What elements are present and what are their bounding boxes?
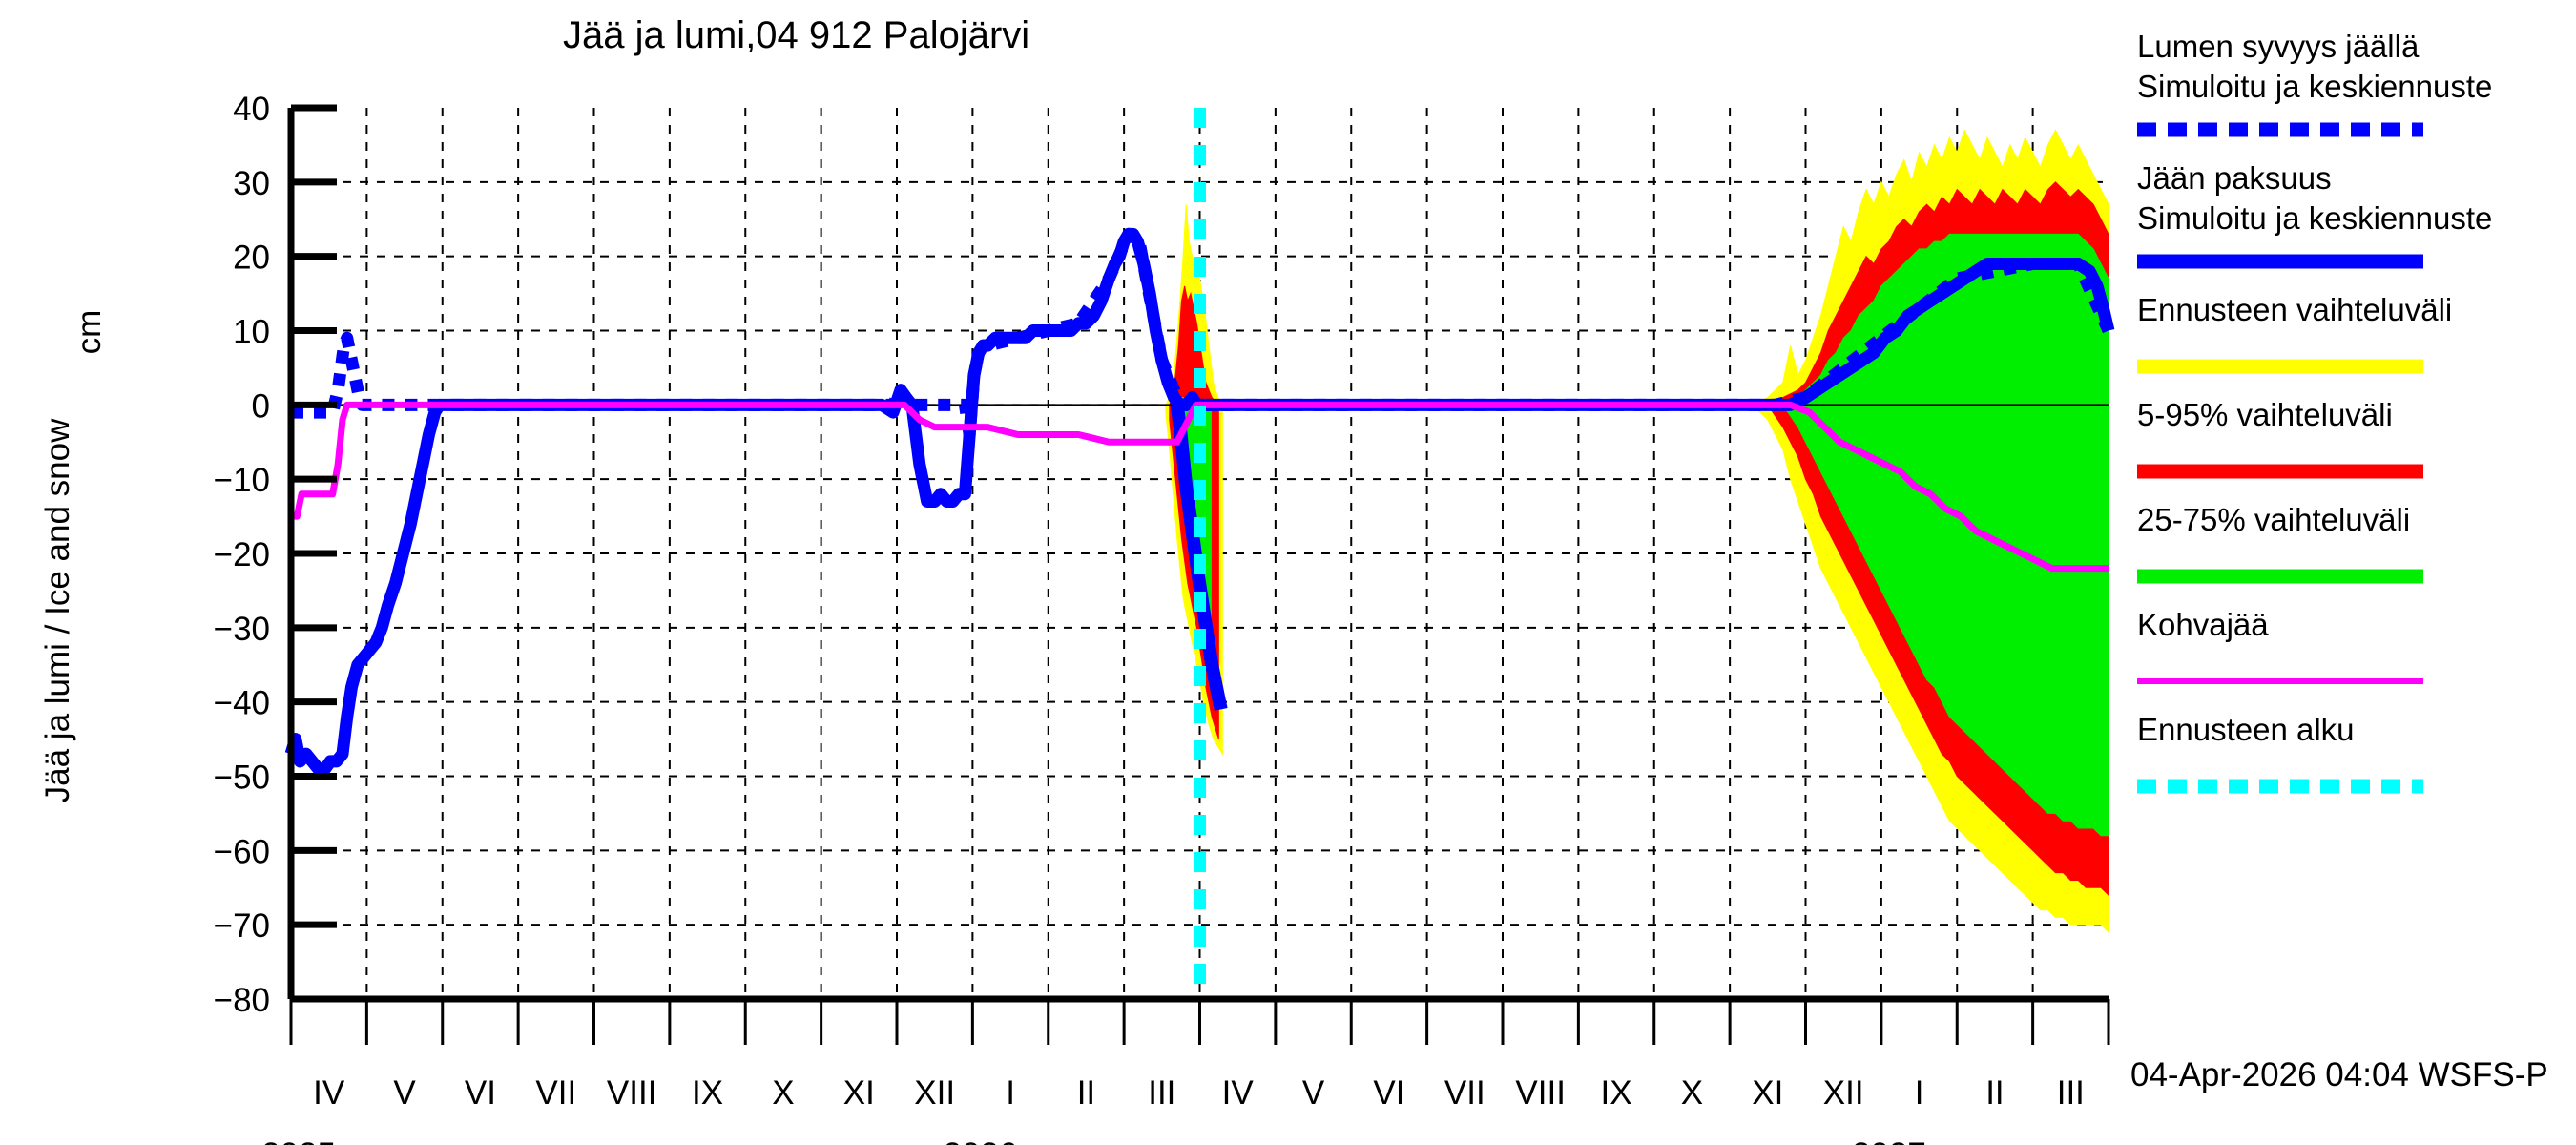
svg-text:−40: −40 xyxy=(214,685,270,722)
svg-text:0: 0 xyxy=(252,387,270,425)
x-tick-label-month: XII xyxy=(914,1074,955,1112)
x-tick-label-year: 2027 xyxy=(1852,1136,1926,1145)
x-tick-label-month: XII xyxy=(1823,1074,1864,1112)
svg-text:20: 20 xyxy=(233,239,270,277)
y-axis-label: Jää ja lumi / Ice and snow cm xyxy=(39,310,108,803)
svg-text:−70: −70 xyxy=(214,907,270,945)
x-tick-label-month: VII xyxy=(535,1074,576,1112)
forecast-band-range_25_75 xyxy=(1781,233,2109,837)
legend-label-line1: Lumen syvyys jäällä xyxy=(2137,29,2420,64)
svg-text:−20: −20 xyxy=(214,536,270,573)
series-layer xyxy=(284,227,2115,776)
svg-text:30: 30 xyxy=(233,165,270,202)
x-tick-label-month: IX xyxy=(1601,1074,1632,1112)
legend-item-range-25-75: 25-75% vaihteluväli xyxy=(2137,502,2423,584)
svg-text:−30: −30 xyxy=(214,611,270,648)
y-axis-title: Jää ja lumi / Ice and snow xyxy=(39,418,76,802)
svg-text:−10: −10 xyxy=(214,462,270,499)
svg-text:10: 10 xyxy=(233,314,270,351)
chart-title: Jää ja lumi,04 912 Palojärvi xyxy=(563,14,1029,56)
legend-item-forecast-start: Ennusteen alku xyxy=(2137,712,2423,794)
x-tick-label-month: VI xyxy=(1373,1074,1404,1112)
y-axis-ticks: 40 30 20 10 0 −10 −20 −30 −40 −50 −60 −70 −80 xyxy=(214,91,337,1019)
x-tick-label-month: IV xyxy=(1222,1074,1255,1112)
x-tick-label-year: 2026 xyxy=(943,1136,1017,1145)
x-tick-label-month: V xyxy=(393,1074,416,1112)
x-tick-label-month: IX xyxy=(692,1074,723,1112)
x-tick-label-month: XI xyxy=(1752,1074,1783,1112)
legend-label-line1: 25-75% vaihteluväli xyxy=(2137,502,2410,537)
x-tick-label-month: II xyxy=(1985,1074,2004,1112)
forecast-mean-line xyxy=(1170,404,1228,711)
legend-label-line2: Simuloitu ja keskiennuste xyxy=(2137,200,2492,236)
x-tick-label-month: V xyxy=(1302,1074,1325,1112)
x-tick-label-month: VIII xyxy=(607,1074,657,1112)
x-tick-label-month: I xyxy=(1006,1074,1015,1112)
legend-label-line2: Simuloitu ja keskiennuste xyxy=(2137,69,2492,104)
legend-item-slush-ice: Kohvajää xyxy=(2137,607,2423,684)
legend-item-range-5-95: 5-95% vaihteluväli xyxy=(2137,397,2423,479)
y-axis-unit: cm xyxy=(71,310,108,355)
svg-text:40: 40 xyxy=(233,91,270,128)
x-tick-label-month: X xyxy=(772,1074,794,1112)
legend-label-line1: Ennusteen alku xyxy=(2137,712,2355,747)
legend-label-line1: 5-95% vaihteluväli xyxy=(2137,397,2393,432)
series-ice_thickness xyxy=(284,227,2115,776)
x-tick-label-month: VII xyxy=(1444,1074,1485,1112)
x-tick-label-month: III xyxy=(2057,1074,2085,1112)
x-axis-ticks: IV V VI VII VIII IX X XI XII I II III IV V VI VII VIII IX… xyxy=(261,999,2110,1145)
legend-item-forecast-range: Ennusteen vaihteluväli xyxy=(2137,292,2452,374)
x-tick-label-month: X xyxy=(1681,1074,1703,1112)
legend-label-line1: Jään paksuus xyxy=(2137,160,2332,196)
legend-label-line1: Ennusteen vaihteluväli xyxy=(2137,292,2452,327)
x-tick-label-month: I xyxy=(1915,1074,1924,1112)
x-tick-label-month: II xyxy=(1077,1074,1095,1112)
svg-text:−60: −60 xyxy=(214,833,270,870)
x-tick-label-month: IV xyxy=(313,1074,345,1112)
chart-legend: Lumen syvyys jäällä Simuloitu ja keskienn… xyxy=(2137,29,2492,794)
chart-footer-timestamp: 04-Apr-2026 04:04 WSFS-P xyxy=(2130,1056,2548,1093)
x-tick-label-month: III xyxy=(1148,1074,1175,1112)
x-tick-label-month: XI xyxy=(843,1074,875,1112)
x-tick-label-month: VI xyxy=(465,1074,496,1112)
legend-item-snow-depth-on-ice: Lumen syvyys jäällä Simuloitu ja keskienn… xyxy=(2137,29,2492,137)
x-tick-label-year: 2025 xyxy=(261,1136,336,1145)
svg-text:−80: −80 xyxy=(214,982,270,1019)
legend-label-line1: Kohvajää xyxy=(2137,607,2269,642)
legend-item-ice-thickness: Jään paksuus Simuloitu ja keskiennuste xyxy=(2137,160,2492,269)
series-slush_ice xyxy=(291,401,2109,572)
svg-text:−50: −50 xyxy=(214,760,270,797)
x-tick-label-month: VIII xyxy=(1515,1074,1566,1112)
